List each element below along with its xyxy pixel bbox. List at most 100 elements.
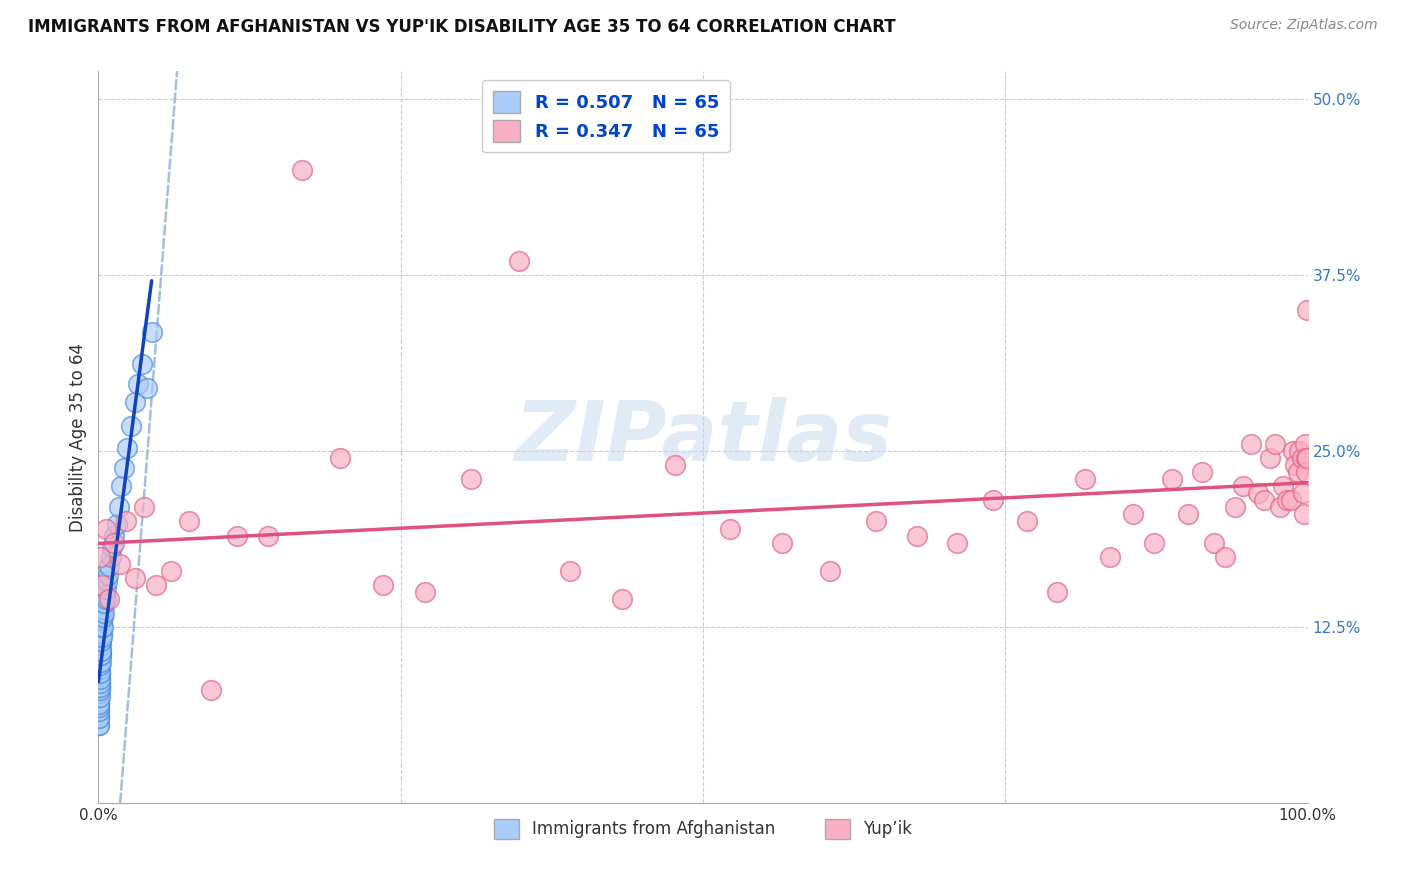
Point: [96, 582, 118, 596]
Point: [94, 521, 117, 535]
Point: [610, 591, 633, 606]
Point: [1223, 500, 1246, 515]
Point: [90, 644, 112, 658]
Point: [664, 458, 686, 473]
Point: [89, 662, 111, 676]
Point: [90, 634, 112, 648]
Point: [413, 584, 436, 599]
Point: [93, 601, 115, 615]
Point: [89, 700, 111, 714]
Point: [1258, 451, 1281, 466]
Point: [91, 610, 114, 624]
Point: [1161, 472, 1184, 486]
Point: [94, 591, 117, 606]
Point: [94, 588, 117, 602]
Point: [1122, 508, 1144, 522]
Point: [290, 162, 312, 177]
Point: [89, 681, 111, 695]
Point: [1294, 437, 1316, 451]
Point: [87, 711, 110, 725]
Point: [89, 690, 111, 705]
Point: [87, 700, 110, 714]
Point: [1288, 444, 1310, 458]
Point: [90, 644, 112, 658]
Point: [818, 564, 841, 578]
Point: [1295, 303, 1317, 318]
Point: [108, 500, 131, 515]
Point: [460, 472, 482, 486]
Point: [89, 672, 111, 686]
Point: [103, 535, 125, 549]
Point: [87, 718, 110, 732]
Point: [1191, 465, 1213, 479]
Point: [89, 676, 111, 690]
Point: [905, 528, 928, 542]
Point: [1015, 515, 1038, 529]
Point: [124, 571, 146, 585]
Point: [87, 711, 110, 725]
Point: [89, 666, 111, 681]
Point: [89, 683, 111, 698]
Point: [103, 528, 125, 542]
Point: [98, 591, 121, 606]
Point: [558, 564, 581, 578]
Point: [1295, 451, 1317, 466]
Text: ZIPatlas: ZIPatlas: [515, 397, 891, 477]
Point: [108, 557, 131, 571]
Point: [90, 655, 112, 669]
Point: [91, 613, 114, 627]
Point: [89, 686, 111, 700]
Point: [89, 683, 111, 698]
Point: [89, 694, 111, 708]
Point: [89, 690, 111, 705]
Point: [1292, 508, 1315, 522]
Y-axis label: Disability Age 35 to 64: Disability Age 35 to 64: [69, 343, 87, 532]
Point: [1143, 535, 1166, 549]
Point: [770, 535, 793, 549]
Point: [1099, 549, 1122, 564]
Point: [105, 517, 128, 532]
Point: [87, 705, 110, 719]
Point: [89, 549, 111, 564]
Point: [89, 666, 111, 681]
Point: [89, 669, 111, 683]
Point: [1282, 444, 1305, 458]
Point: [145, 578, 167, 592]
Point: [90, 648, 112, 662]
Point: [89, 672, 111, 686]
Point: [179, 515, 201, 529]
Point: [93, 596, 115, 610]
Point: [1286, 465, 1309, 479]
Point: [1247, 486, 1270, 500]
Point: [89, 698, 111, 712]
Point: [127, 376, 149, 391]
Point: [141, 325, 163, 339]
Point: [120, 418, 142, 433]
Point: [981, 493, 1004, 508]
Point: [91, 620, 114, 634]
Point: [87, 698, 110, 712]
Point: [89, 705, 111, 719]
Point: [96, 574, 118, 588]
Point: [115, 515, 138, 529]
Point: [89, 657, 111, 672]
Text: Source: ZipAtlas.com: Source: ZipAtlas.com: [1230, 18, 1378, 32]
Point: [1272, 479, 1295, 493]
Point: [117, 442, 139, 456]
Point: [89, 676, 111, 690]
Point: [93, 606, 115, 620]
Point: [946, 535, 969, 549]
Point: [1284, 458, 1306, 473]
Point: [98, 559, 121, 574]
Point: [1046, 584, 1069, 599]
Point: [100, 549, 122, 564]
Point: [865, 515, 887, 529]
Point: [1279, 493, 1302, 508]
Point: [226, 528, 249, 542]
Point: [1291, 451, 1313, 466]
Point: [1215, 549, 1237, 564]
Point: [1177, 508, 1199, 522]
Point: [97, 568, 120, 582]
Legend: Immigrants from Afghanistan, Yup’ik: Immigrants from Afghanistan, Yup’ik: [486, 812, 920, 846]
Point: [256, 528, 278, 542]
